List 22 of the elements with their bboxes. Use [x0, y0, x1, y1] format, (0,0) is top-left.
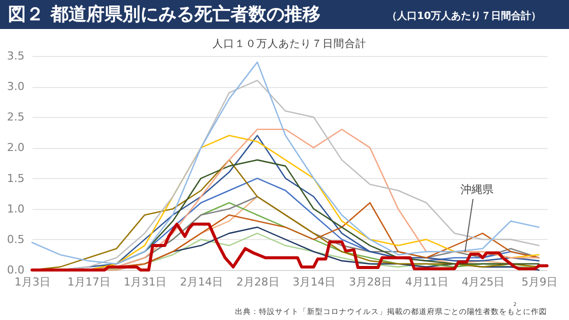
text: 人口１０万人あたり７日間合計: [212, 37, 366, 50]
chart-subtitle: （人口10万人あたり７日間合計）: [387, 10, 541, 22]
y-tick-label: 2.0: [7, 141, 24, 154]
x-tick-label: 5月9日: [521, 276, 558, 288]
y-tick-label: 0.5: [7, 232, 24, 246]
y-tick-label: 3.5: [7, 50, 24, 62]
x-tick-label: 4月11日: [405, 276, 448, 288]
x-tick-label: 1月17日: [67, 276, 110, 288]
x-tick-label: 1月31日: [124, 276, 167, 288]
x-tick-label: 3月14日: [292, 276, 336, 288]
y-tick-label: 3.0: [7, 80, 24, 94]
y-tick-label: 1.5: [7, 172, 24, 185]
x-tick-label: 2月14日: [180, 276, 223, 288]
x-tick-label: 2月28日: [236, 276, 280, 288]
x-tick-label: 3月28日: [348, 276, 392, 288]
chart-title: 図２ 都道府県別にみる死亡者数の推移: [8, 4, 320, 25]
y-tick-label: 0.0: [7, 264, 24, 276]
text: 沖縄県: [460, 183, 494, 196]
y-tick-label: 2.5: [7, 110, 24, 124]
x-tick-label: 1月3日: [14, 276, 50, 288]
y-tick-label: 1.0: [7, 202, 24, 216]
x-tick-label: 4月25日: [462, 276, 505, 288]
